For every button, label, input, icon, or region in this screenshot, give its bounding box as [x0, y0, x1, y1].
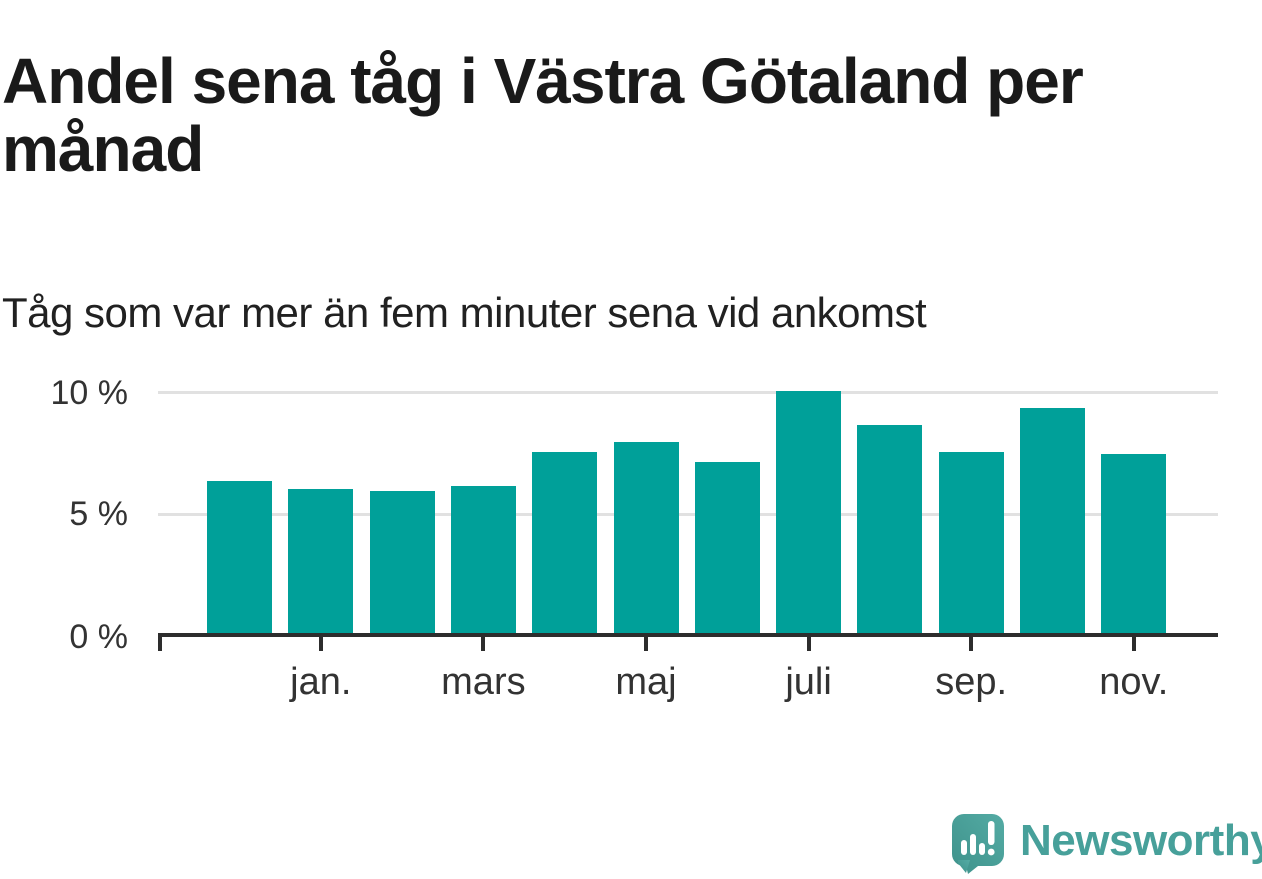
newsworthy-speech-bubble-icon	[952, 814, 1004, 874]
gridline-5pct	[158, 513, 1218, 516]
logo-bar-short	[961, 840, 967, 855]
bar-nov	[1101, 454, 1167, 635]
bar-sep	[938, 452, 1004, 635]
month-tick-juli	[806, 637, 811, 651]
bar-month-3	[369, 491, 435, 635]
chart-title: Andel sena tåg i Västra Götaland per mån…	[2, 44, 1084, 185]
bar-jan	[288, 488, 354, 635]
plot-area	[158, 391, 1218, 651]
bar-month-1	[207, 481, 272, 635]
month-tick-nov	[1131, 637, 1136, 651]
month-tick-jan	[318, 637, 323, 651]
bar-month-9	[857, 425, 923, 635]
bar-month-7	[694, 461, 760, 635]
x-tick-label-nov: nov.	[1099, 661, 1169, 703]
newsworthy-logo: Newsworthy	[948, 812, 1262, 874]
logo-exclamation-dot	[987, 848, 995, 856]
logo-exclamation-stem	[988, 821, 995, 845]
chart-subtitle: Tåg som var mer än fem minuter sena vid …	[2, 289, 927, 336]
x-tick-label-maj: maj	[615, 661, 677, 703]
bar-maj	[613, 442, 679, 635]
logo-bar-tall	[970, 834, 976, 855]
y-tick-label-0%: 0 %	[69, 618, 128, 656]
axis-origin-tick	[158, 637, 162, 651]
month-tick-sep	[969, 637, 974, 651]
bar-month-11	[1020, 408, 1085, 635]
x-tick-label-mars: mars	[441, 661, 526, 703]
bar-month-5	[532, 452, 598, 635]
month-tick-maj	[644, 637, 648, 651]
x-axis-line	[158, 633, 1218, 637]
logo-bar-medium	[979, 843, 985, 855]
x-tick-label-jan: jan.	[290, 661, 352, 703]
gridline-10pct	[158, 391, 1218, 394]
y-tick-label-5%: 5 %	[69, 495, 128, 533]
month-tick-mars	[481, 637, 486, 651]
x-tick-label-juli: juli	[785, 661, 832, 703]
y-tick-label-10%: 10 %	[50, 374, 129, 412]
bar-mars	[450, 486, 516, 635]
bar-juli	[776, 391, 842, 635]
x-tick-label-sep: sep.	[935, 661, 1008, 703]
brand-name: Newsworthy	[1020, 816, 1262, 865]
